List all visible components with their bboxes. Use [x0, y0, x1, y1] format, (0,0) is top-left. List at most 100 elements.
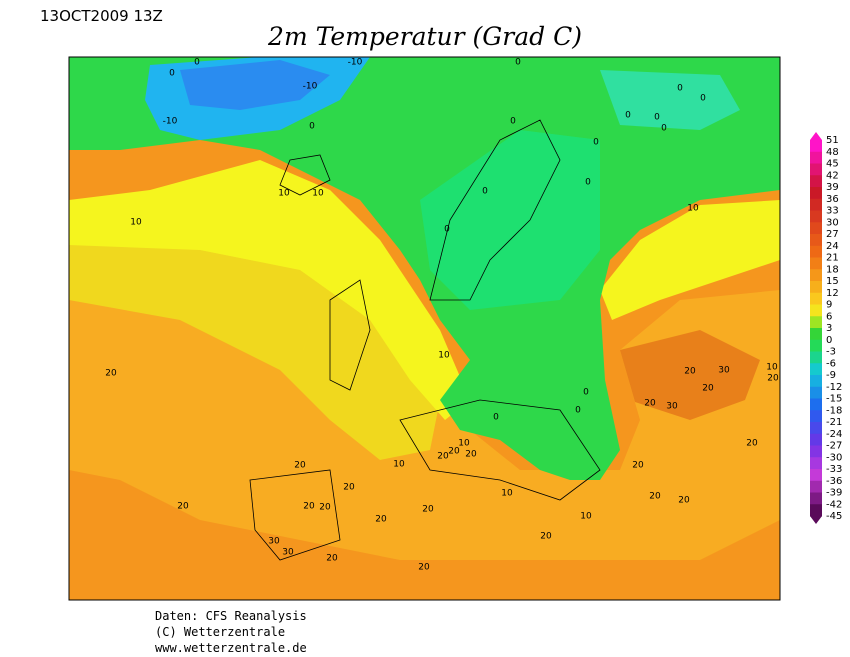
- colorbar-label: 18: [826, 264, 839, 275]
- colorbar-swatch: [810, 504, 822, 517]
- contour-label: 0: [585, 178, 591, 188]
- contour-label: 20: [294, 461, 306, 471]
- contour-label: 10: [458, 439, 470, 449]
- colorbar-label: -33: [826, 464, 842, 475]
- footer-line: Daten: CFS Reanalysis: [155, 609, 307, 623]
- contour-label: -10: [163, 117, 178, 127]
- date-label: 13OCT2009 13Z: [40, 7, 163, 25]
- colorbar-label: -30: [826, 452, 842, 463]
- contour-label: 20: [437, 452, 449, 462]
- colorbar-label: -15: [826, 394, 842, 405]
- colorbar-swatch: [810, 187, 822, 200]
- coastlines: [249, 119, 601, 561]
- contour-label: -10: [348, 58, 363, 68]
- colorbar-swatch: [810, 210, 822, 223]
- contour-label: 20: [448, 447, 460, 457]
- contour-label: 20: [746, 439, 758, 449]
- colorbar-label: 24: [826, 241, 839, 252]
- colorbar-label: -45: [826, 511, 842, 522]
- contour-label: 30: [718, 366, 730, 376]
- colorbar-label: 12: [826, 288, 839, 299]
- contour-label: 10: [278, 189, 290, 199]
- colorbar-swatch: [810, 375, 822, 388]
- field-yellow-east: [600, 200, 780, 320]
- colorbar-label: -39: [826, 488, 842, 499]
- colorbar-label: -27: [826, 441, 842, 452]
- colorbar-swatch: [810, 386, 822, 399]
- contour-label: 20: [684, 367, 696, 377]
- contour-label: 20: [177, 502, 189, 512]
- contour-label: -10: [303, 82, 318, 92]
- contour-label: 0: [493, 413, 499, 423]
- colorbar-label: 9: [826, 300, 832, 311]
- colorbar-label: 21: [826, 253, 839, 264]
- field-hotspot: [620, 330, 760, 420]
- contour-label: 20: [644, 399, 656, 409]
- colorbar-label: 3: [826, 323, 832, 334]
- contour-label: 20: [767, 374, 779, 384]
- contour-label: 0: [654, 113, 660, 123]
- colorbar-label: 42: [826, 170, 839, 181]
- contour-label: 10: [501, 489, 513, 499]
- colorbar-swatch: [810, 245, 822, 258]
- field-green: [69, 57, 780, 480]
- map-title: 2m Temperatur (Grad C): [267, 22, 582, 51]
- contour-label: 30: [282, 548, 294, 558]
- colorbar-label: 39: [826, 182, 839, 193]
- contour-label: 20: [105, 369, 117, 379]
- colorbar-label: -36: [826, 476, 842, 487]
- colorbar-swatch: [810, 140, 822, 153]
- colorbar-label: 33: [826, 206, 839, 217]
- contour-label: 20: [418, 563, 430, 573]
- colorbar-label: 6: [826, 311, 832, 322]
- colorbar-swatch: [810, 433, 822, 446]
- colorbar-swatch: [810, 292, 822, 305]
- colorbar-label: -6: [826, 358, 836, 369]
- colorbar-label: 0: [826, 335, 832, 346]
- contour-label: 0: [309, 122, 315, 132]
- colorbar-swatch: [810, 257, 822, 270]
- colorbar-swatch: [810, 151, 822, 164]
- contour-label: 10: [438, 351, 450, 361]
- contour-label: 20: [702, 384, 714, 394]
- contour-label: 0: [661, 124, 667, 134]
- colorbar-swatch: [810, 445, 822, 458]
- colorbar-cap: [810, 132, 822, 140]
- map-field: [68, 56, 781, 601]
- colorbar-label: -12: [826, 382, 842, 393]
- contour-label: 0: [482, 187, 488, 197]
- contour-label: 10: [312, 189, 324, 199]
- colorbar-swatch: [810, 234, 822, 247]
- contour-label: 20: [422, 505, 434, 515]
- contour-label: 0: [515, 58, 521, 68]
- contour-label: 0: [169, 69, 175, 79]
- colorbar-swatch: [810, 492, 822, 505]
- contour-label: 20: [649, 492, 661, 502]
- map-frame: [68, 56, 781, 601]
- colorbar-label: -42: [826, 499, 842, 510]
- colorbar-swatch: [810, 175, 822, 188]
- colorbar-label: -24: [826, 429, 842, 440]
- contour-label: 0: [510, 117, 516, 127]
- colorbar-label: -9: [826, 370, 836, 381]
- colorbar-swatch: [810, 198, 822, 211]
- contour-label: 10: [393, 460, 405, 470]
- colorbar-swatch: [810, 304, 822, 317]
- contour-label: 20: [632, 461, 644, 471]
- contour-label: 10: [130, 218, 142, 228]
- contour-label: 0: [444, 225, 450, 235]
- contour-label: 30: [666, 402, 678, 412]
- colorbar-swatch: [810, 398, 822, 411]
- colorbar-swatch: [810, 410, 822, 423]
- colorbar-swatch: [810, 480, 822, 493]
- contour-label: 10: [766, 363, 778, 373]
- colorbar-swatch: [810, 363, 822, 376]
- colorbar-label: 45: [826, 159, 839, 170]
- contour-label: 0: [593, 138, 599, 148]
- colorbar-swatch: [810, 328, 822, 341]
- colorbar-label: 48: [826, 147, 839, 158]
- colorbar-label: 15: [826, 276, 839, 287]
